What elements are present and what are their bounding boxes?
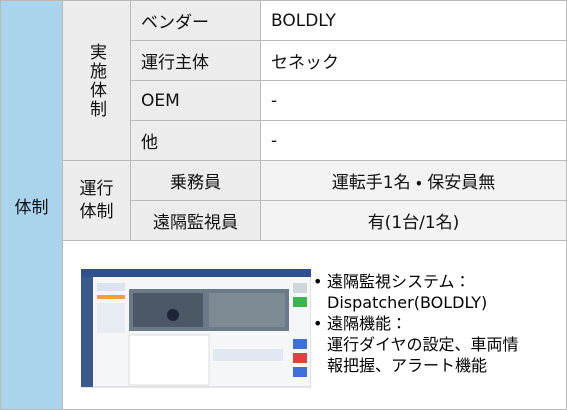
row-label: 遠隔監視員 [130,200,261,241]
bullet-line: 遠隔監視システム： [327,272,471,291]
group-label-cell: 運行体制 [62,160,131,241]
bullet-list: 遠隔監視システム： Dispatcher(BOLDLY) 遠隔機能： 運行ダイヤの設定… [313,271,519,376]
row-value: 運転手1名 ・ 保安員無 [260,160,567,201]
row-label: 他 [130,120,261,161]
bullet-line: Dispatcher(BOLDLY) [327,293,488,312]
row-label: 乗務員 [130,160,261,201]
row-value: BOLDLY [260,0,567,41]
row-label: 運行主体 [130,40,261,81]
bullet-line: 遠隔機能： [327,314,408,333]
screenshot-image [81,269,311,388]
bottom-panel: 遠隔監視システム： Dispatcher(BOLDLY) 遠隔機能： 運行ダイヤの設定… [62,240,567,410]
row-value: セネック [260,40,567,81]
bullet-line: 運行ダイヤの設定、車両情 [327,335,519,354]
row-label: OEM [130,80,261,121]
bullet-item: 遠隔監視システム： Dispatcher(BOLDLY) [313,271,519,313]
group-label: 運行体制 [79,178,114,222]
group-label-cell: 実施体制 [62,0,131,161]
row-value: - [260,80,567,121]
row-value: - [260,120,567,161]
row-label: ベンダー [130,0,261,41]
section-label: 体制 [0,0,63,410]
group-label: 実施体制 [86,42,106,119]
row-value: 有(1台/1名) [260,200,567,241]
bullet-line: 報把握、アラート機能 [327,356,488,375]
